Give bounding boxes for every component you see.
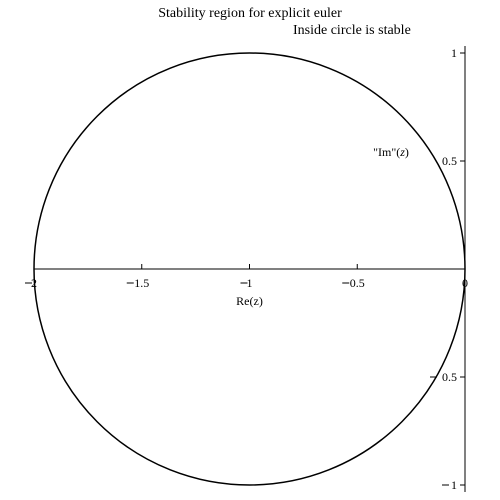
x-tick-label: 0.5: [350, 276, 365, 290]
chart-title: Stability region for explicit euler: [158, 6, 342, 21]
chart-subtitle: Inside circle is stable: [293, 23, 411, 38]
y-tick-label: 0.5: [442, 154, 457, 168]
x-tick-label: 1: [247, 276, 253, 290]
stability-circle-series: [33, 52, 466, 486]
y-tick-label: 1: [451, 478, 457, 492]
x-axis-label: Re(z): [236, 294, 263, 308]
y-ticks-group: 1 0.5 0.5 1: [430, 46, 465, 492]
x-tick-label: 1.5: [134, 276, 149, 290]
y-axis-label: "Im"(z): [373, 145, 409, 159]
y-tick-label: 0.5: [442, 370, 457, 384]
x-ticks-group: 2 1.5 1 0.5 0: [25, 264, 468, 290]
y-tick-label: 1: [451, 46, 457, 60]
